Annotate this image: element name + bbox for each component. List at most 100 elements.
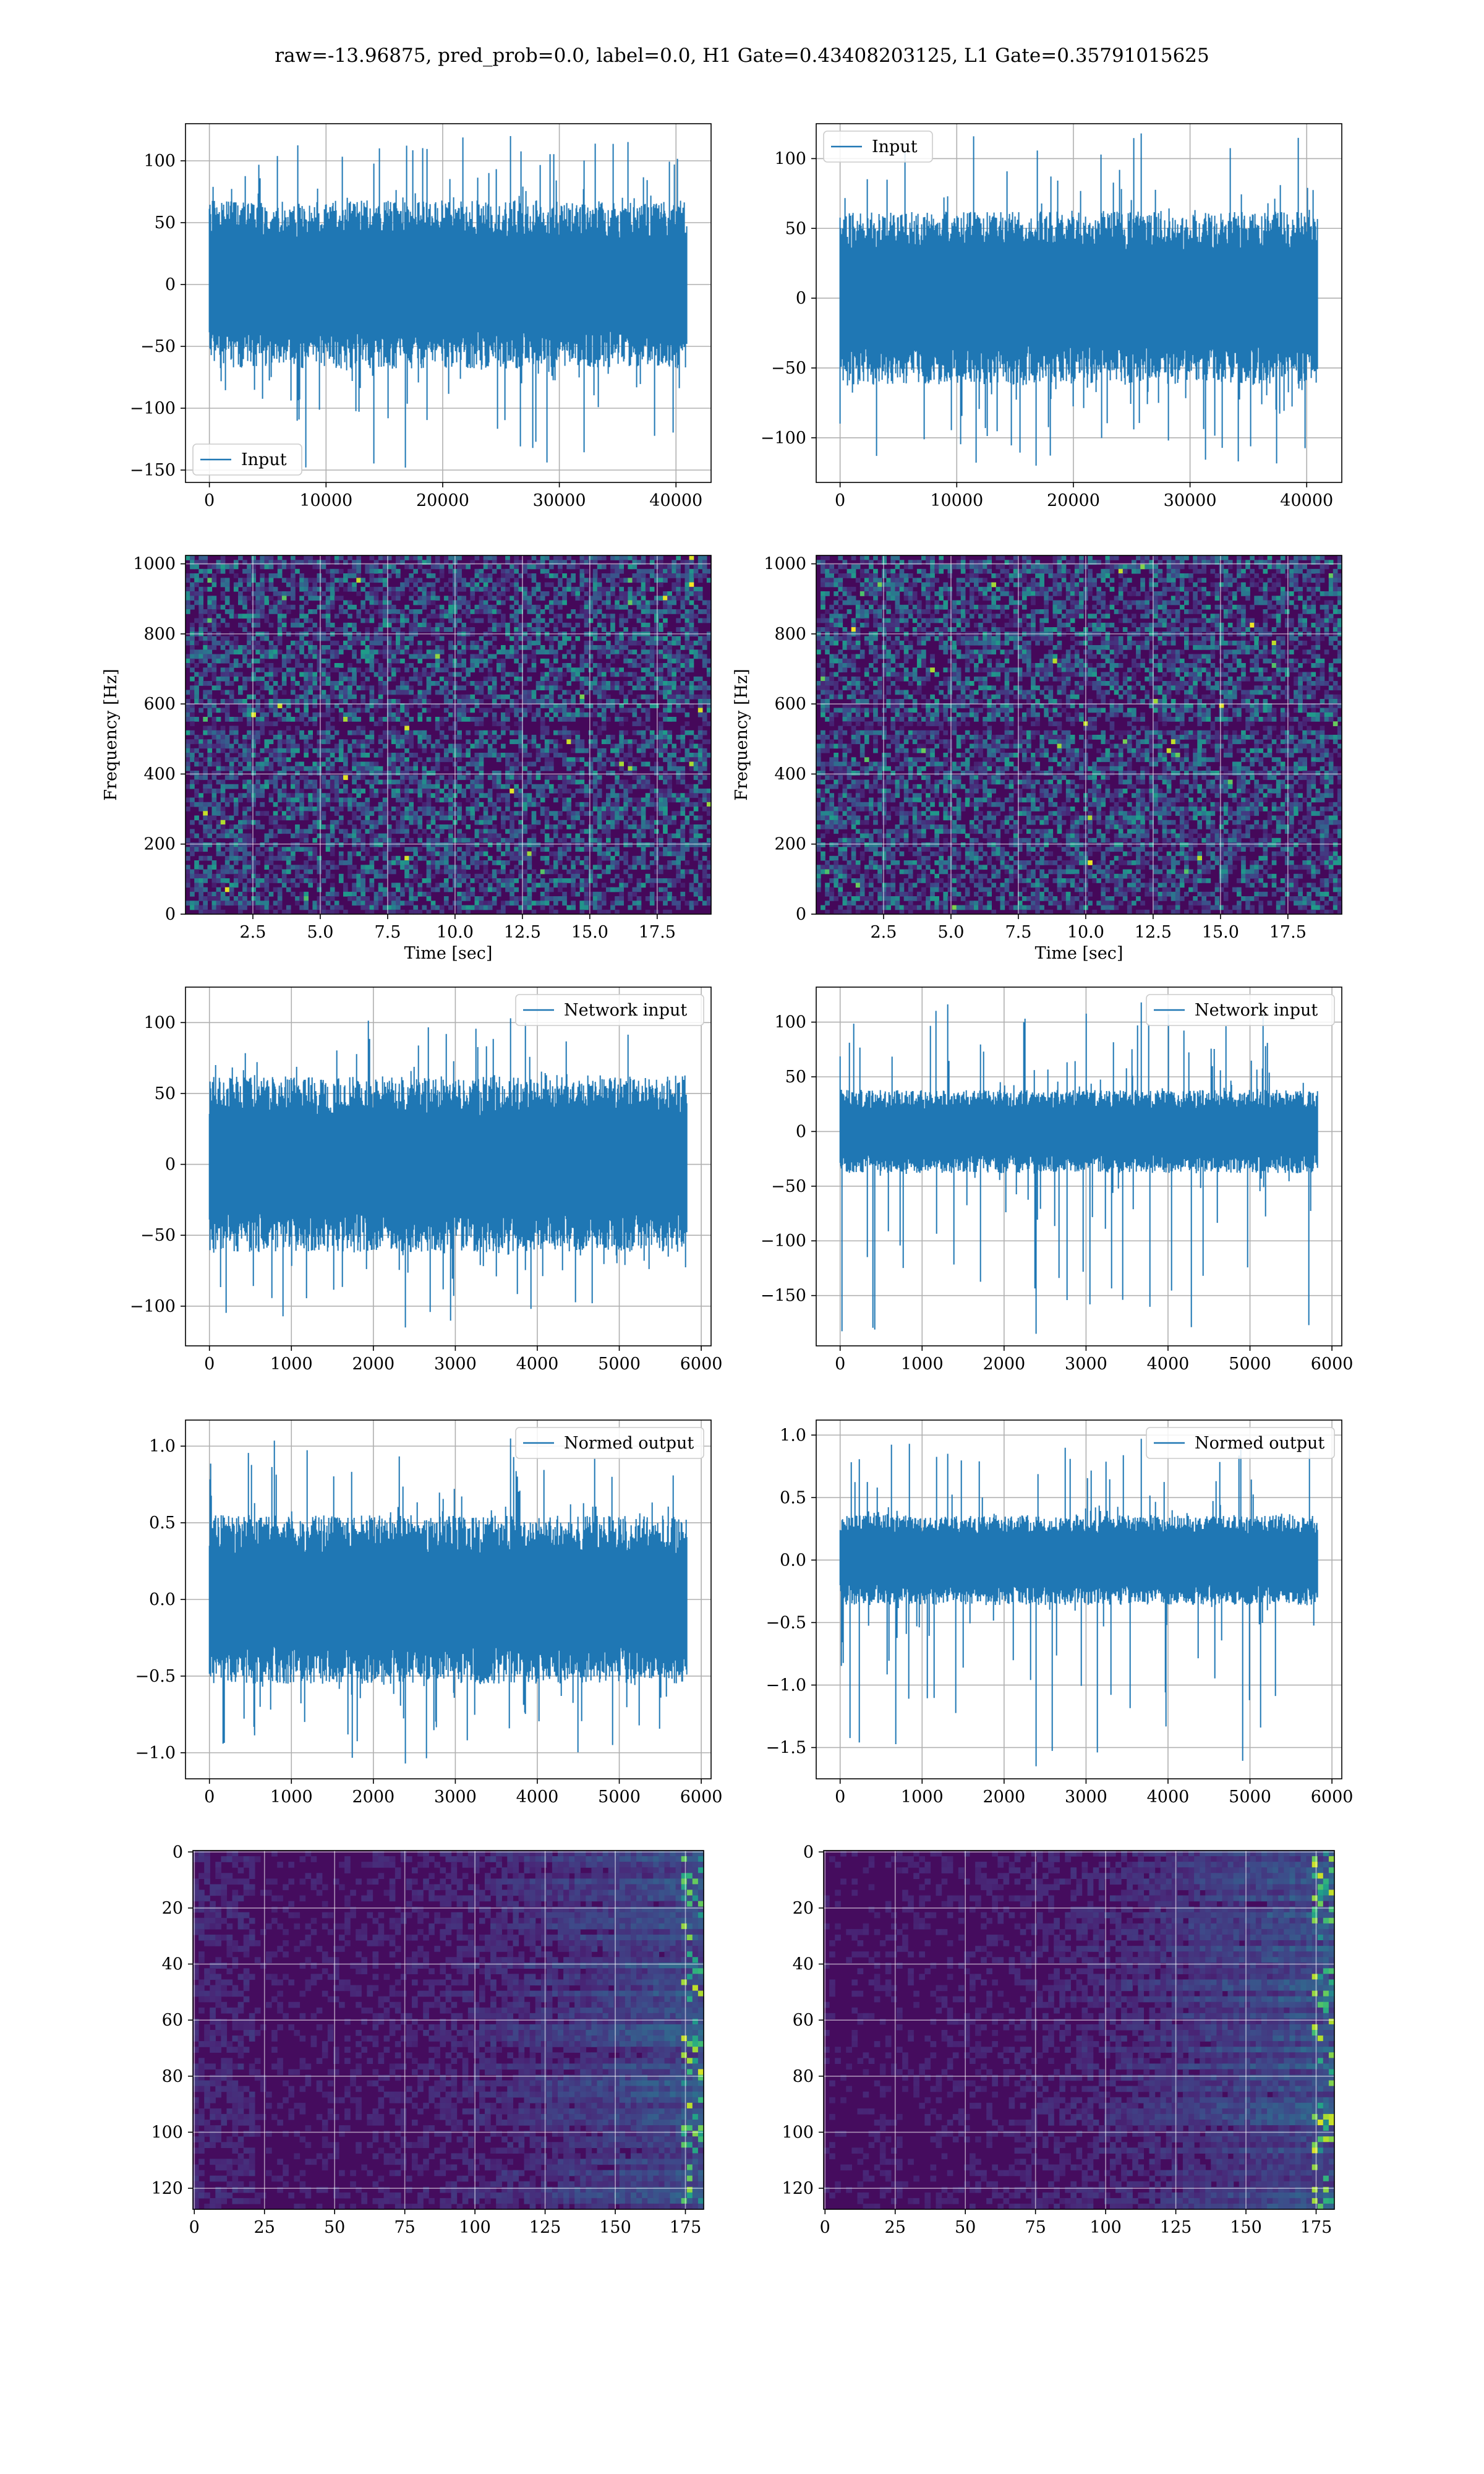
heatmap-cell	[470, 847, 475, 852]
heatmap-cell	[562, 807, 567, 811]
heatmap-cell	[382, 614, 388, 619]
heatmap-cell	[352, 730, 357, 735]
heatmap-cell	[584, 793, 589, 798]
heatmap-cell	[466, 771, 471, 776]
heatmap-cell	[325, 797, 331, 803]
heatmap-cell	[216, 748, 221, 753]
heatmap-cell	[186, 703, 190, 709]
heatmap-cell	[466, 681, 471, 686]
heatmap-cell	[531, 717, 537, 722]
heatmap-cell	[579, 582, 585, 588]
heatmap-cell	[443, 596, 449, 601]
heatmap-cell	[356, 761, 361, 767]
heatmap-cell	[281, 730, 287, 735]
heatmap-cell	[242, 833, 247, 839]
heatmap-cell	[308, 735, 313, 740]
heatmap-cell	[457, 568, 462, 574]
heatmap-cell	[281, 708, 287, 713]
heatmap-cell	[659, 676, 663, 682]
heatmap-cell	[321, 564, 326, 570]
heatmap-cell	[386, 730, 392, 735]
heatmap-cell	[610, 708, 615, 713]
heatmap-cell	[190, 640, 195, 646]
heatmap-cell	[417, 578, 423, 583]
heatmap-cell	[544, 591, 550, 596]
heatmap-cell	[224, 753, 230, 758]
heatmap-cell	[466, 865, 471, 870]
heatmap-cell	[461, 855, 466, 861]
heatmap-cell	[684, 869, 690, 875]
heatmap-cell	[601, 586, 607, 592]
heatmap-cell	[531, 667, 537, 673]
heatmap-cell	[645, 604, 650, 610]
heatmap-cell	[702, 721, 707, 727]
heatmap-cell	[496, 609, 501, 614]
heatmap-cell	[706, 672, 712, 677]
heatmap-cell	[268, 793, 274, 798]
heatmap-cell	[247, 578, 252, 583]
heatmap-cell	[663, 851, 668, 857]
heatmap-cell	[233, 748, 239, 753]
heatmap-cell	[295, 640, 300, 646]
heatmap-cell	[439, 829, 445, 834]
heatmap-cell	[623, 855, 628, 861]
heatmap-cell	[247, 842, 252, 847]
heatmap-cell	[684, 636, 690, 641]
heatmap-cell	[268, 645, 274, 650]
heatmap-cell	[396, 824, 401, 829]
heatmap-cell	[255, 622, 260, 628]
heatmap-cell	[527, 761, 532, 767]
heatmap-cell	[645, 717, 650, 722]
heatmap-cell	[659, 712, 663, 717]
heatmap-cell	[386, 645, 392, 650]
heatmap-cell	[514, 622, 519, 628]
heatmap-cell	[492, 627, 497, 632]
heatmap-cell	[510, 730, 514, 735]
heatmap-cell	[422, 654, 427, 659]
heatmap-cell	[281, 824, 287, 829]
heatmap-cell	[553, 855, 558, 861]
heatmap-cell	[343, 837, 348, 843]
heatmap-cell	[360, 775, 365, 781]
heatmap-cell	[382, 851, 388, 857]
heatmap-cell	[308, 824, 313, 829]
heatmap-cell	[584, 761, 589, 767]
heatmap-cell	[413, 582, 418, 588]
heatmap-cell	[369, 699, 375, 704]
heatmap-cell	[229, 815, 234, 821]
heatmap-cell	[697, 766, 703, 771]
heatmap-cell	[273, 784, 278, 789]
heatmap-cell	[413, 649, 418, 655]
heatmap-cell	[535, 708, 541, 713]
heatmap-cell	[527, 860, 532, 865]
heatmap-cell	[422, 708, 427, 713]
heatmap-cell	[623, 860, 628, 865]
heatmap-cell	[439, 743, 445, 749]
heatmap-cell	[514, 600, 519, 606]
heatmap-cell	[448, 789, 453, 794]
heatmap-cell	[645, 779, 650, 785]
heatmap-cell	[386, 829, 392, 834]
heatmap-cell	[273, 699, 278, 704]
heatmap-cell	[378, 555, 383, 560]
heatmap-cell	[190, 708, 195, 713]
heatmap-cell	[474, 555, 480, 560]
heatmap-cell	[391, 779, 396, 785]
heatmap-cell	[479, 600, 484, 606]
heatmap-cell	[505, 779, 510, 785]
heatmap-cell	[317, 712, 322, 717]
heatmap-cell	[295, 784, 300, 789]
heatmap-cell	[548, 708, 554, 713]
heatmap-cell	[579, 708, 585, 713]
heatmap-cell	[435, 649, 440, 655]
heatmap-cell	[304, 699, 309, 704]
heatmap-cell	[343, 640, 348, 646]
heatmap-cell	[198, 735, 203, 740]
heatmap-cell	[360, 730, 365, 735]
heatmap-cell	[597, 690, 602, 695]
heatmap-cell	[430, 649, 436, 655]
heatmap-cell	[667, 654, 672, 659]
heatmap-cell	[417, 586, 423, 592]
heatmap-cell	[443, 811, 449, 816]
heatmap-cell	[277, 739, 283, 745]
